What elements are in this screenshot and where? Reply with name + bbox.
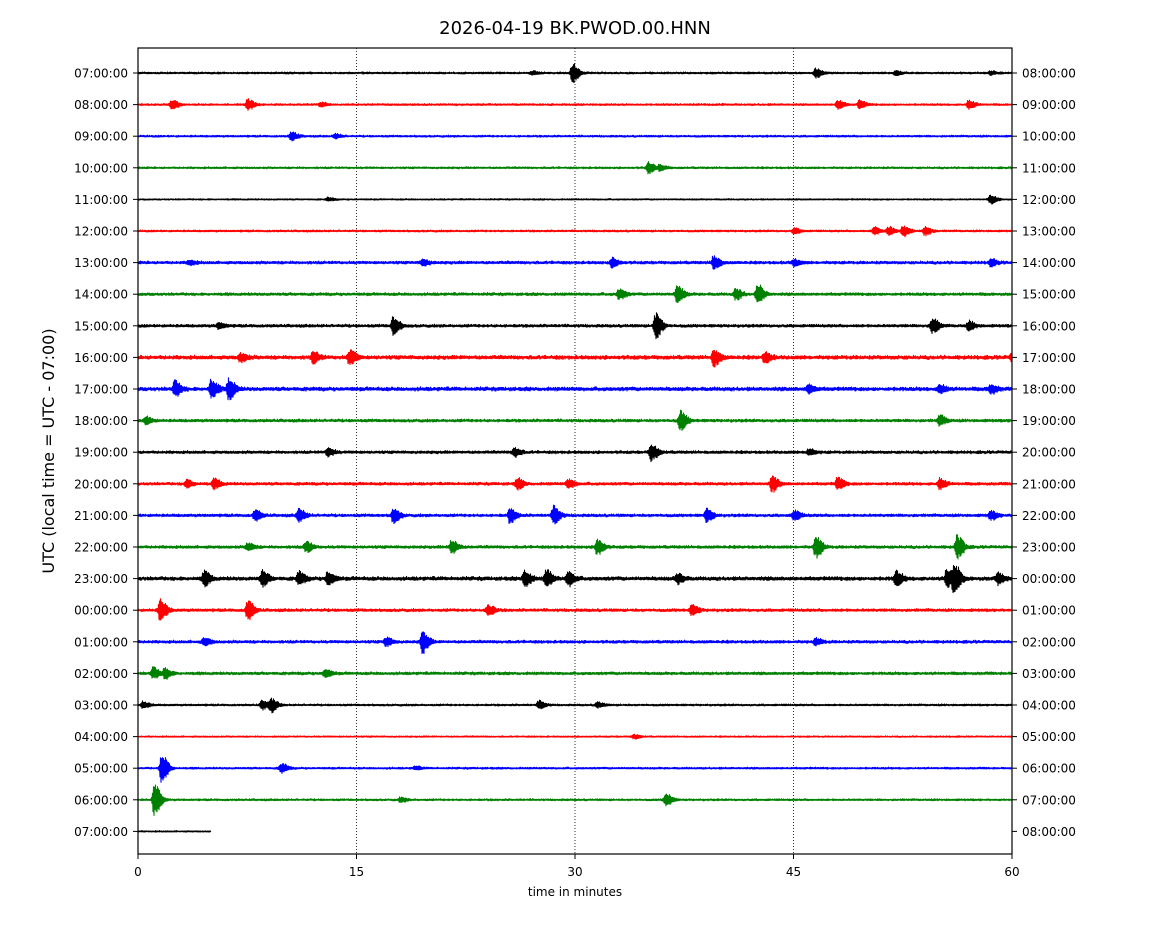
left-tick-label: 09:00:00 — [74, 130, 128, 144]
left-tick-label: 07:00:00 — [74, 825, 128, 839]
x-tick-label: 60 — [1004, 865, 1019, 879]
right-tick-label: 22:00:00 — [1022, 509, 1076, 523]
trace-row — [138, 161, 1012, 175]
seismic-traces — [138, 63, 1012, 833]
trace-row — [138, 131, 1012, 142]
chart-title: 2026-04-19 BK.PWOD.00.HNN — [439, 18, 711, 39]
trace-row — [138, 225, 1012, 238]
left-tick-label: 15:00:00 — [74, 319, 128, 333]
y-axis-label: UTC (local time = UTC - 07:00) — [39, 328, 58, 573]
trace-row — [138, 631, 1012, 655]
trace-row — [138, 98, 1012, 111]
trace-row — [138, 830, 212, 833]
left-tick-label: 06:00:00 — [74, 793, 128, 807]
right-tick-label: 09:00:00 — [1022, 98, 1076, 112]
trace-row — [138, 312, 1012, 340]
trace-row — [138, 565, 1012, 594]
trace-row — [138, 666, 1012, 680]
x-axis: 0 15 30 45 60 — [134, 854, 1020, 879]
right-tick-label: 14:00:00 — [1022, 256, 1076, 270]
right-tick-label: 03:00:00 — [1022, 667, 1076, 681]
left-tick-label: 21:00:00 — [74, 509, 128, 523]
left-tick-label: 20:00:00 — [74, 477, 128, 491]
right-tick-label: 23:00:00 — [1022, 541, 1076, 555]
right-tick-label: 10:00:00 — [1022, 130, 1076, 144]
left-tick-label: 07:00:00 — [74, 67, 128, 81]
right-tick-label: 06:00:00 — [1022, 762, 1076, 776]
left-tick-label: 23:00:00 — [74, 572, 128, 586]
right-tick-label: 08:00:00 — [1022, 67, 1076, 81]
right-tick-label: 01:00:00 — [1022, 604, 1076, 618]
trace-row — [138, 784, 1012, 816]
right-time-axis: 08:00:00 09:00:00 10:00:00 11:00:00 12:00:00… — [1012, 67, 1076, 839]
left-tick-label: 22:00:00 — [74, 541, 128, 555]
right-tick-label: 04:00:00 — [1022, 699, 1076, 713]
left-tick-label: 03:00:00 — [74, 699, 128, 713]
right-tick-label: 16:00:00 — [1022, 319, 1076, 333]
right-tick-label: 15:00:00 — [1022, 288, 1076, 302]
trace-row — [138, 475, 1012, 493]
right-tick-label: 11:00:00 — [1022, 161, 1076, 175]
left-tick-label: 14:00:00 — [74, 288, 128, 302]
right-tick-label: 18:00:00 — [1022, 383, 1076, 397]
trace-row — [138, 504, 1012, 525]
x-tick-label: 0 — [134, 865, 142, 879]
right-tick-label: 17:00:00 — [1022, 351, 1076, 365]
left-tick-label: 13:00:00 — [74, 256, 128, 270]
right-tick-label: 13:00:00 — [1022, 225, 1076, 239]
right-tick-label: 12:00:00 — [1022, 193, 1076, 207]
trace-row — [138, 194, 1012, 205]
trace-row — [138, 409, 1012, 431]
left-tick-label: 12:00:00 — [74, 225, 128, 239]
x-tick-label: 30 — [567, 865, 582, 879]
left-tick-label: 19:00:00 — [74, 446, 128, 460]
trace-row — [138, 284, 1012, 303]
left-tick-label: 11:00:00 — [74, 193, 128, 207]
left-tick-label: 16:00:00 — [74, 351, 128, 365]
right-tick-label: 08:00:00 — [1022, 825, 1076, 839]
right-tick-label: 05:00:00 — [1022, 730, 1076, 744]
trace-row — [138, 349, 1012, 368]
trace-row — [138, 255, 1012, 270]
trace-row — [138, 534, 1012, 560]
right-tick-label: 00:00:00 — [1022, 572, 1076, 586]
x-tick-label: 45 — [786, 865, 801, 879]
left-tick-label: 00:00:00 — [74, 604, 128, 618]
left-tick-label: 18:00:00 — [74, 414, 128, 428]
right-tick-label: 07:00:00 — [1022, 793, 1076, 807]
trace-row — [138, 697, 1012, 714]
x-tick-label: 15 — [349, 865, 364, 879]
left-tick-label: 08:00:00 — [74, 98, 128, 112]
right-tick-label: 19:00:00 — [1022, 414, 1076, 428]
left-time-axis: 07:00:00 08:00:00 09:00:00 10:00:00 11:00:00… — [74, 67, 138, 839]
left-tick-label: 02:00:00 — [74, 667, 128, 681]
trace-row — [138, 598, 1012, 621]
left-tick-label: 17:00:00 — [74, 383, 128, 397]
right-tick-label: 20:00:00 — [1022, 446, 1076, 460]
left-tick-label: 04:00:00 — [74, 730, 128, 744]
trace-row — [138, 444, 1012, 463]
right-tick-label: 21:00:00 — [1022, 477, 1076, 491]
trace-row — [138, 733, 1012, 740]
left-tick-label: 01:00:00 — [74, 635, 128, 649]
trace-row — [138, 757, 1012, 783]
trace-row — [138, 377, 1012, 401]
x-axis-label: time in minutes — [528, 885, 622, 899]
right-tick-label: 02:00:00 — [1022, 635, 1076, 649]
left-tick-label: 10:00:00 — [74, 161, 128, 175]
trace-row — [138, 63, 1012, 84]
left-tick-label: 05:00:00 — [74, 762, 128, 776]
